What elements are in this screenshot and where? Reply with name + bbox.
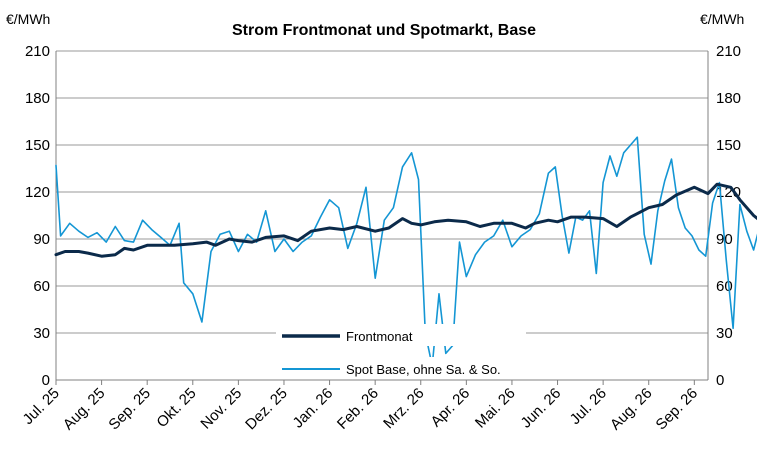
- y-tick-label-left: 90: [33, 231, 50, 248]
- y-tick-label-left: 210: [25, 43, 50, 60]
- legend-background: [276, 357, 526, 379]
- x-tick-label: Dez. 25: [242, 385, 291, 434]
- x-tick-label: Aug. 25: [60, 385, 109, 434]
- y-ticks-left: 0 30 60 90 120 150 180 210: [25, 43, 50, 389]
- x-tick-label: Jun. 26: [518, 385, 565, 432]
- series-line-frontmonat: [54, 182, 757, 258]
- x-tick-label: Sep. 26: [653, 385, 702, 434]
- x-tick-label: Jul. 25: [20, 385, 63, 428]
- legend-background: [276, 324, 526, 346]
- x-tick-label: Feb. 26: [334, 385, 382, 433]
- y-tick-label-right: 210: [716, 43, 741, 60]
- x-tick-label: Okt. 25: [153, 385, 199, 431]
- legend-label: Spot Base, ohne Sa. & So.: [346, 362, 501, 377]
- y-tick-label-right: 120: [716, 184, 741, 201]
- y-tick-label-right: 0: [716, 372, 724, 389]
- y-tick-label-left: 150: [25, 137, 50, 154]
- y-axis-unit-right: €/MWh: [700, 11, 744, 27]
- x-tick-label: Mrz. 26: [380, 385, 427, 432]
- legend-label: Frontmonat: [346, 329, 413, 344]
- x-tick-label: Jan. 26: [290, 385, 337, 432]
- axes: [55, 51, 709, 381]
- y-tick-label-right: 150: [716, 137, 741, 154]
- y-tick-label-left: 120: [25, 184, 50, 201]
- y-tick-label-right: 180: [716, 90, 741, 107]
- series-lines: [54, 136, 757, 367]
- y-tick-label-left: 60: [33, 278, 50, 295]
- x-tick-label: Apr. 26: [428, 385, 474, 431]
- y-axis-unit-left: €/MWh: [6, 11, 50, 27]
- x-tick-label: Nov. 25: [197, 385, 245, 433]
- y-tick-label-left: 30: [33, 325, 50, 342]
- legend: Frontmonat Spot Base, ohne Sa. & So.: [276, 324, 526, 379]
- y-tick-label-left: 0: [42, 372, 50, 389]
- x-tick-label: Jul. 26: [567, 385, 610, 428]
- chart-title: Strom Frontmonat und Spotmarkt, Base: [232, 22, 536, 39]
- x-tick-label: Aug. 26: [607, 385, 656, 434]
- y-tick-label-right: 30: [716, 325, 733, 342]
- x-tick-label: Mai. 26: [472, 385, 519, 432]
- gridlines: [56, 50, 708, 334]
- y-tick-label-left: 180: [25, 90, 50, 107]
- x-tick-label: Sep. 25: [105, 385, 154, 434]
